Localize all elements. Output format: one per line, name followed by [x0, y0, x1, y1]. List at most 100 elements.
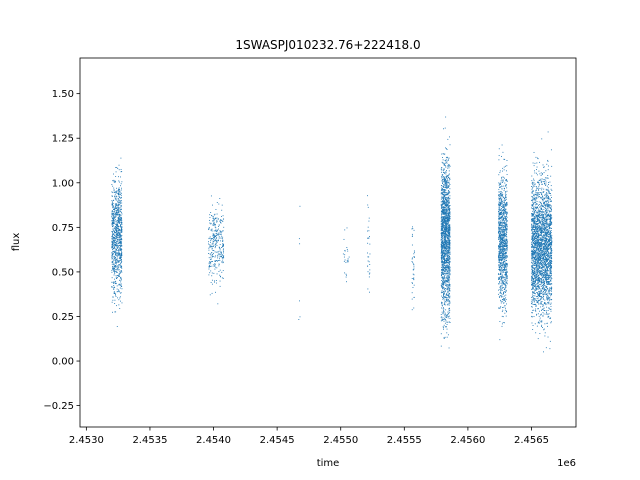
data-point — [447, 243, 449, 245]
data-point — [537, 278, 539, 280]
data-point — [500, 268, 502, 270]
data-point — [120, 250, 122, 252]
data-point — [118, 181, 120, 183]
data-point — [441, 205, 443, 207]
data-point — [446, 255, 448, 257]
data-point — [501, 249, 503, 251]
data-point — [503, 256, 505, 258]
data-point — [446, 293, 448, 295]
data-point — [111, 242, 113, 244]
data-point — [499, 289, 501, 290]
data-point — [118, 203, 120, 205]
data-point — [112, 225, 114, 227]
data-point — [441, 219, 443, 221]
data-point — [446, 175, 448, 177]
data-point — [447, 211, 449, 213]
data-point — [504, 235, 505, 236]
data-point — [503, 286, 505, 288]
data-point — [113, 230, 114, 232]
data-point — [218, 203, 220, 205]
data-point — [531, 244, 533, 246]
data-point — [498, 231, 500, 233]
data-point — [445, 208, 447, 210]
data-point — [541, 324, 543, 326]
data-point — [538, 238, 540, 240]
data-point — [118, 169, 120, 171]
data-point — [446, 200, 448, 202]
data-point — [502, 235, 504, 237]
data-point — [499, 244, 501, 246]
data-point — [448, 197, 449, 199]
data-point — [550, 227, 552, 229]
data-point — [114, 196, 116, 198]
data-point — [506, 278, 508, 279]
data-point — [532, 190, 534, 192]
data-point — [119, 271, 121, 273]
data-point — [501, 211, 503, 213]
data-point — [208, 243, 209, 245]
data-point — [449, 246, 451, 248]
data-point — [533, 270, 535, 272]
data-point — [504, 211, 506, 213]
data-point — [535, 286, 537, 288]
data-point — [444, 194, 446, 196]
data-point — [116, 260, 118, 262]
data-point — [448, 258, 450, 260]
data-point — [117, 238, 119, 240]
data-point — [448, 238, 450, 240]
data-point — [445, 214, 447, 216]
data-point — [504, 245, 506, 247]
data-point — [443, 308, 445, 310]
data-point — [441, 250, 443, 252]
data-point — [442, 261, 444, 263]
data-point — [114, 203, 116, 205]
data-point — [499, 230, 501, 232]
data-point — [502, 202, 504, 204]
data-point — [535, 204, 537, 206]
data-point — [502, 235, 504, 236]
data-point — [549, 307, 550, 309]
data-point — [444, 207, 446, 209]
data-point — [413, 278, 415, 280]
data-point — [441, 272, 443, 273]
data-point — [118, 275, 119, 277]
data-point — [214, 237, 215, 239]
data-point — [114, 259, 116, 261]
data-point — [221, 255, 223, 257]
data-point — [117, 297, 119, 299]
data-point — [502, 206, 504, 208]
data-point — [214, 218, 216, 220]
data-point — [116, 228, 118, 230]
data-point — [546, 200, 548, 202]
data-point — [114, 191, 116, 193]
data-point — [506, 263, 508, 264]
data-point — [505, 225, 507, 227]
data-point — [111, 217, 113, 219]
data-point — [115, 254, 117, 256]
data-point — [443, 261, 445, 263]
data-point — [442, 200, 443, 202]
data-point — [445, 242, 447, 244]
data-point — [118, 261, 120, 263]
data-point — [446, 211, 448, 213]
data-point — [505, 185, 507, 187]
data-point — [441, 261, 443, 263]
data-point — [447, 258, 449, 260]
data-point — [445, 228, 447, 230]
data-point — [118, 253, 120, 255]
data-point — [217, 234, 219, 236]
data-point — [445, 205, 447, 207]
data-point — [443, 299, 445, 301]
data-point — [444, 179, 446, 181]
data-point — [545, 271, 547, 273]
data-point — [445, 197, 447, 198]
data-point — [506, 238, 508, 240]
data-point — [448, 208, 450, 210]
data-point — [441, 245, 442, 247]
data-point — [548, 246, 550, 248]
data-point — [538, 242, 540, 244]
data-point — [445, 203, 447, 205]
data-point — [209, 261, 211, 263]
data-point — [442, 317, 444, 319]
data-point — [445, 205, 447, 207]
